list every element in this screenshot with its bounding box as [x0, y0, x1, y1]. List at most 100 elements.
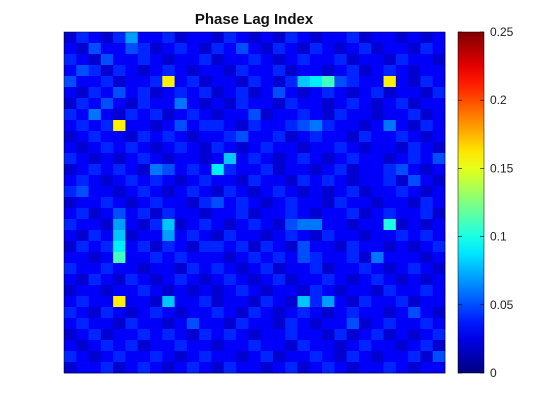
heatmap-cell	[162, 329, 175, 341]
heatmap-cell	[174, 208, 188, 220]
heatmap-cell	[297, 186, 311, 198]
heatmap-cell	[358, 120, 372, 132]
heatmap-cell	[186, 241, 200, 253]
heatmap-cell	[64, 263, 77, 275]
heatmap-cell	[211, 274, 225, 286]
heatmap-cell	[88, 131, 102, 143]
heatmap-cell	[150, 362, 163, 374]
heatmap-cell	[285, 252, 298, 264]
heatmap-cell	[272, 285, 286, 297]
heatmap-cell	[285, 32, 298, 44]
heatmap-cell	[100, 87, 114, 99]
heatmap-cell	[137, 263, 151, 275]
heatmap-cell	[285, 120, 298, 132]
heatmap-cell	[371, 131, 384, 143]
heatmap-cell	[223, 87, 237, 99]
heatmap-cell	[150, 54, 163, 66]
heatmap-cell	[420, 186, 434, 198]
heatmap-cell	[137, 43, 151, 55]
heatmap-cell	[383, 318, 397, 330]
heatmap-cell	[395, 307, 409, 319]
heatmap-cell	[420, 76, 434, 88]
heatmap-cell	[420, 307, 434, 319]
heatmap-cell	[383, 362, 397, 374]
heatmap-cell	[408, 329, 421, 341]
heatmap-cell	[358, 351, 372, 363]
heatmap-cell	[383, 230, 397, 242]
heatmap-cell	[248, 131, 261, 143]
heatmap-cell	[297, 175, 311, 187]
colorbar-tick-label: 0.25	[490, 25, 514, 39]
heatmap-cell	[186, 296, 200, 308]
heatmap-cell	[248, 230, 261, 242]
heatmap-cell	[76, 285, 89, 297]
heatmap-cell	[260, 340, 274, 352]
heatmap-cell	[162, 109, 175, 121]
heatmap-cell	[88, 252, 102, 264]
heatmap-cell	[88, 219, 102, 231]
heatmap-cell	[174, 329, 188, 341]
heatmap-cell	[64, 274, 77, 286]
heatmap-cell	[100, 307, 114, 319]
heatmap-cell	[76, 351, 89, 363]
heatmap-cell	[371, 329, 384, 341]
heatmap-cell	[162, 120, 175, 132]
heatmap-cell	[76, 263, 89, 275]
heatmap-cell	[211, 153, 225, 165]
heatmap-cell	[432, 54, 446, 66]
heatmap-cell	[100, 340, 114, 352]
heatmap-cell	[64, 230, 77, 242]
heatmap-cell	[371, 219, 384, 231]
heatmap-cell	[432, 153, 446, 165]
heatmap-cell	[174, 230, 188, 242]
heatmap-cell	[420, 340, 434, 352]
heatmap-cell	[76, 54, 89, 66]
heatmap-cell	[113, 307, 126, 319]
heatmap-cell	[248, 208, 261, 220]
heatmap-cell	[174, 109, 188, 121]
heatmap-cell	[358, 109, 372, 121]
heatmap-cell	[297, 351, 311, 363]
heatmap-cell	[395, 219, 409, 231]
heatmap-cell	[248, 351, 261, 363]
heatmap-cell	[76, 32, 89, 44]
heatmap-cell	[272, 197, 286, 209]
heatmap-cell	[346, 142, 360, 154]
heatmap-cell	[383, 329, 397, 341]
heatmap-cell	[309, 109, 323, 121]
heatmap-cell	[285, 65, 298, 77]
heatmap-cell	[371, 362, 384, 374]
heatmap-cell	[272, 186, 286, 198]
heatmap-cell	[113, 274, 126, 286]
heatmap-cell	[137, 285, 151, 297]
heatmap-cell	[408, 340, 421, 352]
heatmap-cell	[236, 120, 249, 132]
heatmap-cell	[334, 43, 348, 55]
heatmap-cell	[76, 208, 89, 220]
heatmap-cell	[186, 87, 200, 99]
heatmap-cell	[64, 252, 77, 264]
heatmap-cell	[322, 153, 335, 165]
heatmap-cell	[309, 285, 323, 297]
colorbar: 0 0.05 0.1 0.15 0.2 0.25	[457, 25, 514, 380]
heatmap-cell	[358, 175, 372, 187]
heatmap-cell	[186, 98, 200, 110]
heatmap-cell	[125, 252, 139, 264]
heatmap-cell	[248, 274, 261, 286]
heatmap-cell	[260, 65, 274, 77]
heatmap-cell	[346, 230, 360, 242]
heatmap-cell	[236, 285, 249, 297]
heatmap-cell	[64, 197, 77, 209]
heatmap-cell	[346, 43, 360, 55]
heatmap-cell	[162, 175, 175, 187]
heatmap-cell	[322, 164, 335, 176]
heatmap-cell	[100, 109, 114, 121]
heatmap-cell	[113, 296, 126, 308]
heatmap-cell	[100, 197, 114, 209]
heatmap-cell	[76, 230, 89, 242]
heatmap-cell	[150, 285, 163, 297]
heatmap-cell	[211, 65, 225, 77]
heatmap-cell	[186, 43, 200, 55]
heatmap-cell	[408, 263, 421, 275]
heatmap-cell	[64, 296, 77, 308]
